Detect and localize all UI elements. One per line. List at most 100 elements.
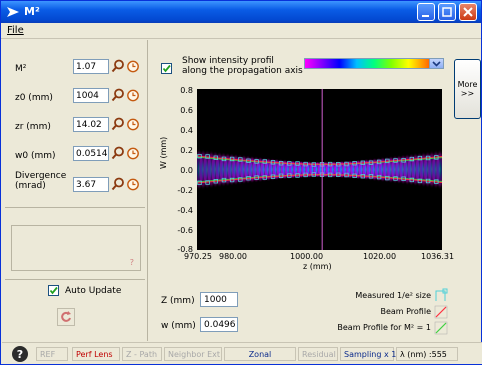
- status-z-path[interactable]: Z - Path: [122, 347, 162, 361]
- measured-point: [434, 179, 439, 184]
- params-divider: [5, 207, 145, 208]
- measured-point: [287, 173, 292, 178]
- magnifier-icon[interactable]: [111, 117, 125, 131]
- measured-point: [368, 174, 374, 179]
- measured-point: [238, 177, 243, 182]
- measured-point: [376, 174, 382, 180]
- status-perf-lens[interactable]: Perf Lens: [72, 347, 120, 361]
- menu-file[interactable]: File: [7, 25, 24, 36]
- measured-point: [393, 176, 398, 181]
- magnifier-icon[interactable]: [111, 146, 125, 160]
- message-marker: ?: [129, 258, 134, 267]
- measured-point: [197, 180, 202, 185]
- measured-point: [409, 177, 414, 183]
- zr-value-field[interactable]: 14.02: [73, 117, 109, 132]
- status-residual[interactable]: Residual: [298, 347, 338, 361]
- magnifier-icon[interactable]: [111, 88, 125, 102]
- clock-icon[interactable]: [126, 88, 140, 102]
- intensity-label-line1: Show intensity profil: [182, 56, 274, 66]
- more-label: More: [457, 80, 478, 89]
- divergence-value-field[interactable]: 3.67: [73, 177, 109, 192]
- clock-icon[interactable]: [126, 146, 140, 160]
- w0-value-field[interactable]: 0.05145: [73, 146, 109, 161]
- clock-icon[interactable]: [126, 117, 140, 131]
- window-title: M²: [24, 5, 40, 18]
- measured-point: [205, 180, 210, 185]
- measured-point: [385, 158, 390, 164]
- measured-point: [229, 156, 235, 162]
- zr-label: zr (mm): [15, 122, 51, 132]
- measured-point: [205, 154, 210, 159]
- minimize-icon: [422, 15, 429, 17]
- measured-point: [360, 160, 365, 165]
- magnifier-icon[interactable]: [111, 59, 125, 73]
- m2-value-field[interactable]: 1.07: [73, 59, 109, 74]
- measured-point: [311, 162, 316, 167]
- legend-beam-profile-label: Beam Profile: [380, 307, 431, 316]
- svg-text:?: ?: [17, 348, 23, 361]
- x-tick-label: 1000.00: [290, 252, 324, 261]
- close-icon: [463, 7, 473, 17]
- refresh-button[interactable]: [57, 308, 75, 326]
- measured-point: [417, 155, 423, 161]
- menu-bar: File: [1, 23, 481, 39]
- w0-label: w0 (mm): [15, 151, 56, 161]
- more-button[interactable]: More >>: [454, 59, 481, 119]
- y-tick-label: 0.4: [180, 126, 193, 135]
- measured-point: [213, 155, 218, 160]
- measured-point: [213, 179, 218, 184]
- legend-measured-label: Measured 1/e² size: [355, 291, 431, 300]
- auto-update-checkbox[interactable]: [48, 285, 59, 296]
- measured-point: [352, 161, 357, 166]
- x-tick-label: 970.25: [184, 252, 212, 261]
- magnifier-icon[interactable]: [111, 177, 125, 191]
- status-neighbor-ext[interactable]: Neighbor Ext: [164, 347, 222, 361]
- colormap-select[interactable]: [304, 58, 444, 69]
- intensity-label-line2: along the propagation axis: [182, 66, 303, 76]
- x-tick-label: 980.00: [219, 252, 247, 261]
- close-button[interactable]: [459, 3, 477, 21]
- z0-value-field[interactable]: 1004: [73, 88, 109, 103]
- status-sampling[interactable]: Sampling x 1: [340, 347, 396, 361]
- app-logo-icon: [7, 7, 19, 17]
- x-tick-label: 1020.00: [363, 252, 397, 261]
- measured-point: [434, 155, 439, 160]
- legend-beam-profile-m2-label: Beam Profile for M² = 1: [337, 323, 431, 332]
- measured-point: [278, 173, 284, 178]
- w-readout-field[interactable]: 0.0496: [200, 317, 238, 332]
- colormap-dropdown-button[interactable]: [429, 58, 444, 69]
- z-readout-field[interactable]: 1000: [200, 292, 238, 307]
- measured-point: [270, 160, 276, 165]
- status-zonal[interactable]: Zonal: [224, 347, 296, 361]
- checkmark-icon: [49, 286, 58, 295]
- maximize-icon: [442, 7, 452, 17]
- measured-point: [336, 162, 341, 167]
- measured-point: [303, 161, 308, 167]
- w-readout-label: w (mm): [161, 321, 196, 331]
- m2-label: M²: [15, 64, 27, 74]
- title-bar[interactable]: M²: [1, 1, 481, 23]
- y-tick-label: -0.4: [177, 206, 193, 215]
- status-ref[interactable]: REF: [36, 347, 68, 361]
- minimize-button[interactable]: [417, 3, 435, 21]
- help-icon[interactable]: ?: [11, 345, 29, 363]
- clock-icon[interactable]: [126, 59, 140, 73]
- chevron-down-icon: [432, 61, 441, 67]
- y-tick-label: -0.8: [177, 245, 193, 254]
- auto-update-label: Auto Update: [65, 286, 122, 296]
- measured-point: [417, 178, 423, 184]
- beam-plot-area[interactable]: [194, 89, 445, 250]
- legend-swatches: [434, 288, 448, 335]
- measured-point: [393, 158, 398, 163]
- more-arrows: >>: [460, 89, 475, 98]
- clock-icon[interactable]: [126, 177, 140, 191]
- measured-point: [401, 176, 406, 181]
- z-readout-label: Z (mm): [161, 296, 195, 306]
- y-tick-label: -0.2: [177, 186, 193, 195]
- y-tick-label: 0.0: [180, 166, 193, 175]
- status-lambda[interactable]: λ (nm) :555: [396, 347, 458, 361]
- maximize-button[interactable]: [438, 3, 456, 21]
- show-intensity-checkbox[interactable]: [161, 63, 172, 74]
- measured-point: [344, 161, 349, 167]
- checkmark-icon: [162, 64, 171, 73]
